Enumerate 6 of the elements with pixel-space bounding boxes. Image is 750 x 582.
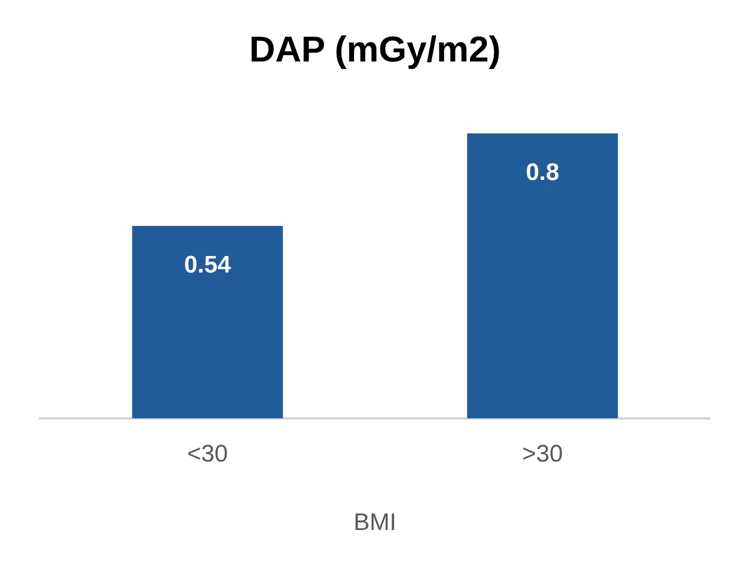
x-tick-label: >30 xyxy=(522,440,563,468)
x-tick-label: <30 xyxy=(187,440,228,468)
x-axis-title: BMI xyxy=(354,509,396,536)
chart-title: DAP (mGy/m2) xyxy=(249,28,501,70)
data-label: 0.54 xyxy=(184,252,232,279)
data-label: 0.8 xyxy=(526,158,560,186)
